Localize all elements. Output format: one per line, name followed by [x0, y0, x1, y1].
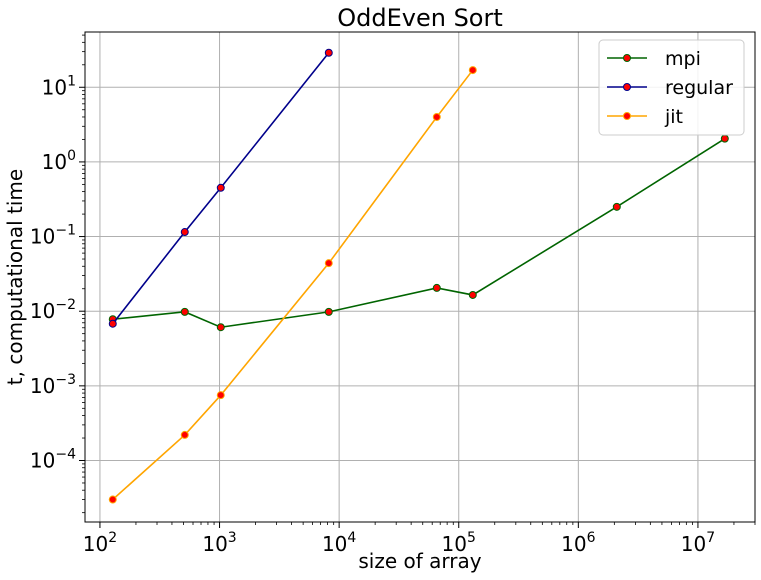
x-tick-base: 10 [561, 532, 586, 556]
series-mpi [108, 134, 729, 332]
legend-item-regular: regular [607, 77, 733, 99]
data-point-jit [324, 259, 333, 268]
legend-label: mpi [665, 48, 701, 70]
y-tick-exponent: 1 [67, 73, 76, 89]
legend-swatch-marker [623, 112, 631, 120]
y-tick-exponent: −1 [55, 223, 76, 239]
x-tick-exponent: 7 [706, 530, 715, 546]
data-point-jit [468, 66, 477, 75]
x-tick-exponent: 3 [228, 530, 237, 546]
y-tick-base: 10 [42, 75, 67, 99]
y-tick-label: 101 [42, 73, 76, 99]
y-tick-label: 100 [42, 148, 76, 174]
series-line-regular [112, 52, 330, 325]
x-tick-base: 10 [322, 532, 347, 556]
y-tick-exponent: −3 [55, 372, 76, 388]
y-tick-base: 10 [30, 299, 55, 323]
y-tick-label: 10−2 [30, 297, 76, 323]
x-tick-label: 104 [322, 530, 356, 556]
y-tick-label: 10−3 [30, 372, 76, 398]
legend-label: jit [664, 106, 683, 128]
data-point-mpi [216, 323, 225, 332]
x-tick-base: 10 [442, 532, 467, 556]
x-tick-exponent: 2 [108, 530, 117, 546]
data-point-mpi [432, 283, 441, 292]
x-tick-label: 106 [561, 530, 595, 556]
legend-swatch-marker [623, 54, 631, 62]
data-point-regular [324, 48, 333, 57]
x-tick-label: 103 [202, 530, 236, 556]
data-point-jit [216, 391, 225, 400]
chart-title: OddEven Sort [337, 4, 503, 32]
x-tick-base: 10 [681, 532, 706, 556]
data-point-mpi [324, 307, 333, 316]
data-point-jit [432, 112, 441, 121]
y-tick-base: 10 [30, 448, 55, 472]
y-tick-base: 10 [42, 150, 67, 174]
data-point-regular [216, 183, 225, 192]
data-point-jit [108, 495, 117, 504]
y-axis-label: t, computational time [3, 169, 27, 385]
series-line-jit [112, 69, 474, 501]
x-axis-label: size of array [358, 549, 481, 573]
series-group [108, 48, 729, 504]
y-tick-base: 10 [30, 374, 55, 398]
x-tick-base: 10 [202, 532, 227, 556]
y-tick-label: 10−1 [30, 223, 76, 249]
series-regular [108, 48, 333, 328]
y-tick-exponent: −4 [55, 446, 76, 462]
x-tick-exponent: 6 [587, 530, 596, 546]
y-tick-exponent: −2 [55, 297, 76, 313]
legend-swatch-marker [623, 83, 631, 91]
data-point-jit [180, 430, 189, 439]
data-point-regular [180, 228, 189, 237]
data-point-mpi [612, 202, 621, 211]
legend-box [598, 39, 745, 136]
series-line-mpi [112, 137, 726, 329]
tick-marks [79, 34, 756, 528]
plot-frame [84, 31, 756, 523]
data-point-regular [108, 319, 117, 328]
y-tick-base: 10 [30, 225, 55, 249]
series-jit [108, 66, 477, 504]
data-point-mpi [720, 134, 729, 143]
y-tick-exponent: 0 [67, 148, 76, 164]
x-tick-exponent: 4 [347, 530, 356, 546]
data-point-mpi [468, 290, 477, 299]
data-point-mpi [180, 307, 189, 316]
x-tick-label: 102 [83, 530, 117, 556]
legend-label: regular [665, 77, 733, 99]
x-tick-base: 10 [83, 532, 108, 556]
x-tick-labels: 102 103 104 105 106 107 [83, 530, 715, 556]
y-tick-label: 10−4 [30, 446, 76, 472]
x-tick-label: 105 [442, 530, 476, 556]
x-tick-label: 107 [681, 530, 715, 556]
legend-item-jit: jit [607, 106, 683, 128]
legend: mpi regular jit [598, 39, 745, 136]
x-tick-exponent: 5 [467, 530, 476, 546]
legend-item-mpi: mpi [607, 48, 701, 70]
